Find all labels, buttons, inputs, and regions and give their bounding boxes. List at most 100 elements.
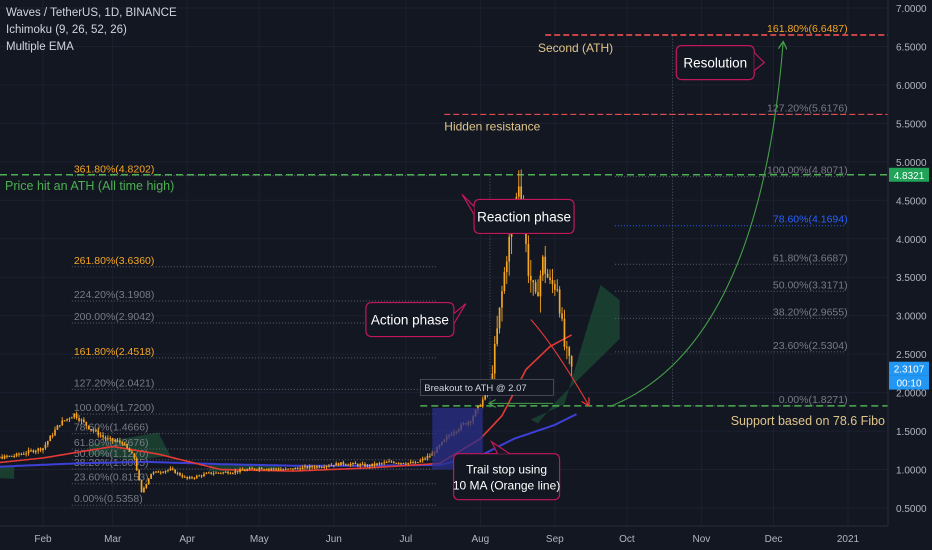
candle-body <box>114 440 116 442</box>
candle-body <box>328 465 330 467</box>
candle-body <box>80 419 83 421</box>
resolution-arrow <box>609 43 783 407</box>
time-tick: Jun <box>326 534 342 545</box>
price-tick: 4.0000 <box>896 235 927 246</box>
candle-body <box>183 476 186 478</box>
candle-body <box>219 472 222 474</box>
candle-body <box>128 448 131 452</box>
candle-body <box>217 472 220 474</box>
second-ath-label: Second (ATH) <box>538 41 613 55</box>
candle-body <box>126 443 128 449</box>
candle-body <box>253 468 256 470</box>
price-tick: 5.0000 <box>896 158 927 169</box>
candle-body <box>241 469 244 471</box>
candle-body <box>104 437 107 440</box>
reaction-phase-text: Reaction phase <box>477 209 571 224</box>
fib-left-label: 23.60%(0.8153) <box>74 472 149 484</box>
candle-body <box>6 455 8 457</box>
candle-body <box>68 418 71 420</box>
time-tick: 2021 <box>837 534 860 545</box>
candle-body <box>318 466 321 468</box>
candle-body <box>66 418 68 421</box>
candle-body <box>371 463 374 467</box>
candle-body <box>109 438 112 440</box>
candle-body <box>3 455 6 459</box>
candle-body <box>479 405 482 407</box>
price-tick: 2.5000 <box>896 350 927 361</box>
candle-body <box>61 420 64 426</box>
candle-body <box>186 476 189 479</box>
price-label: 2.3107 <box>894 365 925 376</box>
candle-body <box>493 343 496 374</box>
fib-right-label: 50.00%(3.3171) <box>773 279 848 291</box>
time-axis[interactable]: Feb Mar Apr May Jun Jul Aug Sep Oct Nov Dec 2021 <box>0 525 888 545</box>
candle-body <box>426 456 429 459</box>
candle-body <box>97 430 100 436</box>
trail-stop-text: 10 MA (Orange line) <box>453 479 560 493</box>
candle-body <box>400 462 402 464</box>
candle-body <box>325 466 328 468</box>
candle-body <box>563 318 566 347</box>
candle-body <box>407 462 410 464</box>
fib-left-label: 361.80%(4.8202) <box>74 164 155 176</box>
breakout-label-box <box>420 378 554 396</box>
price-tick: 6.0000 <box>896 81 927 92</box>
time-tick: Feb <box>34 534 52 545</box>
indicator-ichimoku[interactable]: Ichimoku (9, 26, 52, 26) <box>6 24 127 36</box>
candle-body <box>222 472 225 474</box>
candle-body <box>30 450 32 452</box>
candle-body <box>287 468 289 470</box>
candle-body <box>330 465 333 467</box>
price-label-box <box>889 375 929 390</box>
candle-body <box>78 418 80 421</box>
price-tick: 1.5000 <box>896 427 927 438</box>
candle-body <box>143 487 145 492</box>
resolution-text: Resolution <box>683 56 747 71</box>
candle-body <box>121 442 124 445</box>
candle-body <box>344 464 347 466</box>
reaction-phase-pointer <box>461 194 475 215</box>
candle-body <box>392 461 395 464</box>
fibonacci-levels: 361.80%(4.8202) 261.80%(3.6360) 224.20%(3.… <box>71 23 848 506</box>
annotations: Breakout to ATH @ 2.07 Action phase Reacti… <box>365 43 783 501</box>
candle-body <box>248 468 251 470</box>
candle-body <box>359 464 362 466</box>
candle-body <box>179 472 181 476</box>
candle-body <box>527 243 530 276</box>
cloud-area <box>0 465 15 479</box>
candle-body <box>525 225 527 244</box>
candle-body <box>364 463 366 467</box>
candle-body <box>566 346 568 348</box>
candle-body <box>167 470 169 472</box>
candle-body <box>383 462 386 464</box>
fib-left-label: 161.80%(2.4518) <box>74 346 155 358</box>
candle-body <box>549 277 551 281</box>
price-axis[interactable]: 7.0000 6.5000 6.0000 5.5000 5.0000 4.5000 4.00… <box>887 0 932 550</box>
candle-body <box>270 468 273 470</box>
fib-left-label: 78.60%(1.4666) <box>74 422 149 434</box>
fib-right-label: 38.20%(2.9655) <box>773 306 848 318</box>
candle-body <box>8 455 11 457</box>
time-tick: Oct <box>619 534 635 545</box>
candle-body <box>275 468 277 470</box>
trail-stop-pointer <box>490 439 510 455</box>
action-phase-box <box>365 301 455 338</box>
indicator-multiple-ema[interactable]: Multiple EMA <box>6 41 74 53</box>
candle-body <box>308 466 311 469</box>
candle-body <box>537 292 539 297</box>
candle-body <box>51 435 54 437</box>
candlesticks <box>0 169 573 494</box>
symbol-title[interactable]: Waves / TetherUS, 1D, BINANCE <box>6 7 177 19</box>
candle-body <box>496 328 499 344</box>
time-tick: Jul <box>399 534 412 545</box>
candle-body <box>299 468 301 470</box>
candle-body <box>181 475 184 477</box>
candle-body <box>541 256 544 276</box>
candle-body <box>320 467 323 469</box>
candle-body <box>18 453 20 455</box>
candle-body <box>229 473 232 475</box>
time-tick: Aug <box>471 534 489 545</box>
candle-body <box>44 444 47 449</box>
candle-body <box>258 467 261 470</box>
